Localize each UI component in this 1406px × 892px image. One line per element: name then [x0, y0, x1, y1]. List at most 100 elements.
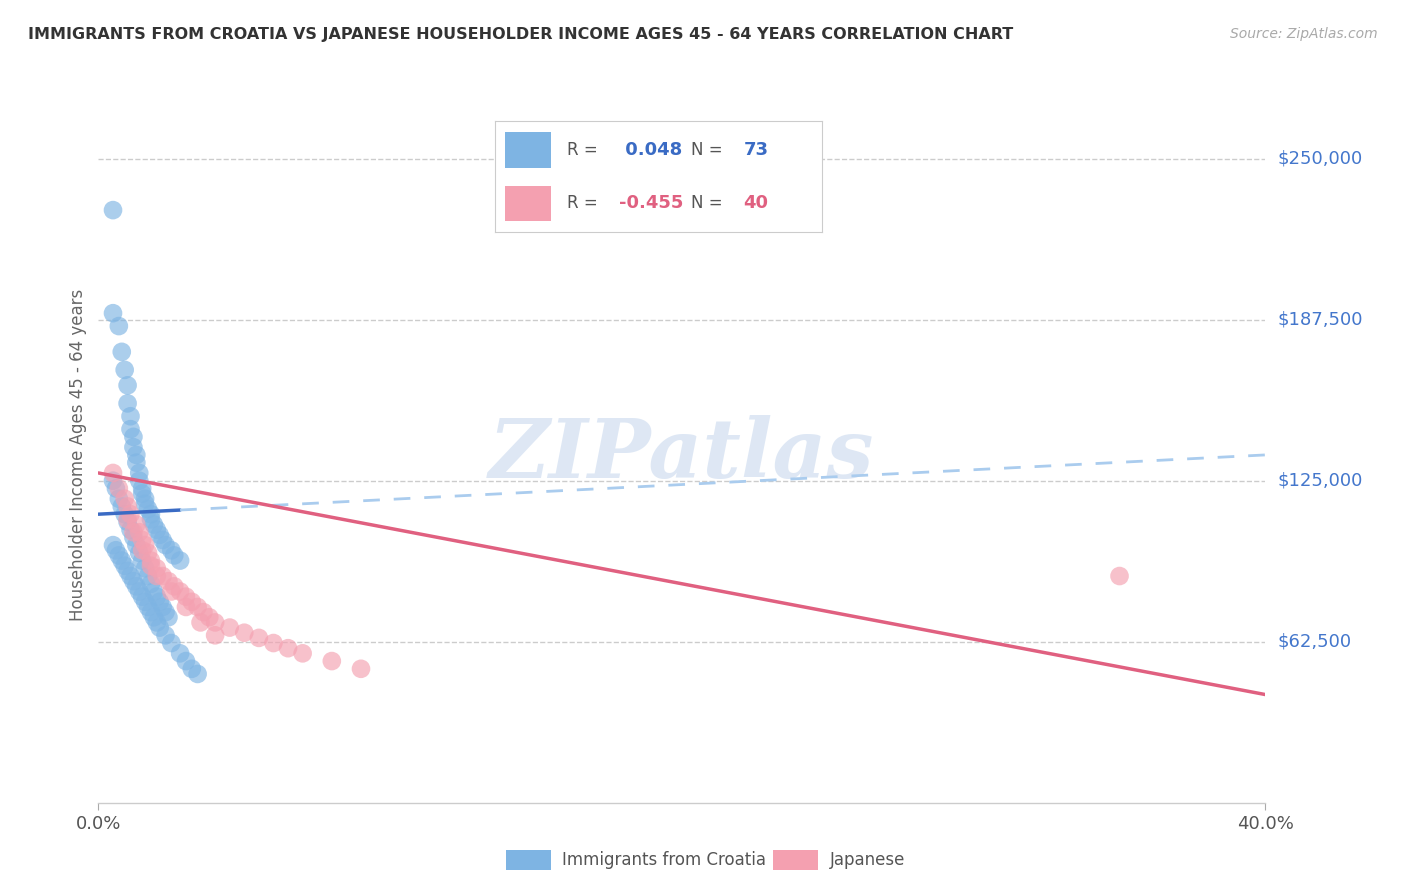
Point	[131, 482, 153, 496]
Point	[114, 363, 136, 377]
Point	[169, 553, 191, 567]
Text: IMMIGRANTS FROM CROATIA VS JAPANESE HOUSEHOLDER INCOME AGES 45 - 64 YEARS CORREL: IMMIGRANTS FROM CROATIA VS JAPANESE HOUS…	[28, 27, 1014, 42]
Point	[136, 502, 159, 516]
Point	[128, 474, 150, 488]
Point	[122, 430, 145, 444]
Text: $250,000: $250,000	[1277, 150, 1362, 168]
Point	[104, 482, 127, 496]
Point	[117, 512, 139, 526]
Point	[146, 523, 169, 537]
Point	[128, 466, 150, 480]
Point	[101, 474, 124, 488]
Point	[134, 538, 156, 552]
Point	[198, 610, 221, 624]
Point	[131, 553, 153, 567]
Point	[233, 625, 256, 640]
Point	[146, 615, 169, 630]
Point	[120, 422, 142, 436]
Point	[128, 546, 150, 560]
Point	[117, 500, 139, 514]
Point	[193, 605, 215, 619]
Point	[190, 615, 212, 630]
Point	[187, 667, 209, 681]
Point	[187, 599, 209, 614]
Point	[136, 569, 159, 583]
Point	[117, 378, 139, 392]
Point	[157, 574, 180, 589]
Point	[169, 584, 191, 599]
Point	[117, 396, 139, 410]
Point	[204, 628, 226, 642]
Point	[128, 584, 150, 599]
Point	[1108, 569, 1130, 583]
Point	[139, 605, 162, 619]
Point	[149, 621, 172, 635]
Point	[152, 599, 174, 614]
Point	[108, 491, 131, 506]
Point	[120, 523, 142, 537]
Point	[101, 538, 124, 552]
Point	[117, 515, 139, 529]
Point	[163, 579, 186, 593]
Point	[174, 654, 197, 668]
Text: ZIPatlas: ZIPatlas	[489, 415, 875, 495]
Point	[111, 500, 134, 514]
Point	[160, 543, 183, 558]
Point	[134, 497, 156, 511]
Point	[146, 590, 169, 604]
Point	[139, 507, 162, 521]
Point	[180, 595, 202, 609]
Point	[139, 553, 162, 567]
Point	[108, 482, 131, 496]
Point	[131, 533, 153, 547]
Point	[122, 440, 145, 454]
Point	[146, 561, 169, 575]
Point	[101, 306, 124, 320]
Point	[142, 584, 165, 599]
Point	[120, 507, 142, 521]
Point	[120, 569, 142, 583]
Point	[146, 569, 169, 583]
Point	[125, 538, 148, 552]
Point	[134, 561, 156, 575]
Point	[131, 486, 153, 500]
Point	[142, 517, 165, 532]
Point	[163, 549, 186, 563]
Point	[160, 584, 183, 599]
Point	[101, 203, 124, 218]
Y-axis label: Householder Income Ages 45 - 64 years: Householder Income Ages 45 - 64 years	[69, 289, 87, 621]
Point	[350, 662, 373, 676]
Point	[136, 599, 159, 614]
Point	[152, 569, 174, 583]
Point	[122, 525, 145, 540]
Point	[155, 628, 177, 642]
Text: $187,500: $187,500	[1277, 310, 1362, 328]
Point	[247, 631, 270, 645]
Point	[111, 553, 134, 567]
Point	[152, 533, 174, 547]
Text: Immigrants from Croatia: Immigrants from Croatia	[562, 851, 766, 869]
Text: Japanese: Japanese	[830, 851, 905, 869]
Point	[125, 448, 148, 462]
Point	[174, 599, 197, 614]
Point	[277, 641, 299, 656]
Point	[108, 549, 131, 563]
Point	[139, 576, 162, 591]
Point	[117, 564, 139, 578]
Point	[149, 528, 172, 542]
Point	[108, 319, 131, 334]
Point	[111, 344, 134, 359]
Point	[218, 621, 240, 635]
Point	[149, 595, 172, 609]
Point	[142, 610, 165, 624]
Point	[155, 605, 177, 619]
Point	[139, 512, 162, 526]
Text: $125,000: $125,000	[1277, 472, 1362, 490]
Point	[262, 636, 284, 650]
Point	[101, 466, 124, 480]
Point	[160, 636, 183, 650]
Point	[134, 491, 156, 506]
Point	[321, 654, 343, 668]
Point	[134, 595, 156, 609]
Point	[114, 491, 136, 506]
